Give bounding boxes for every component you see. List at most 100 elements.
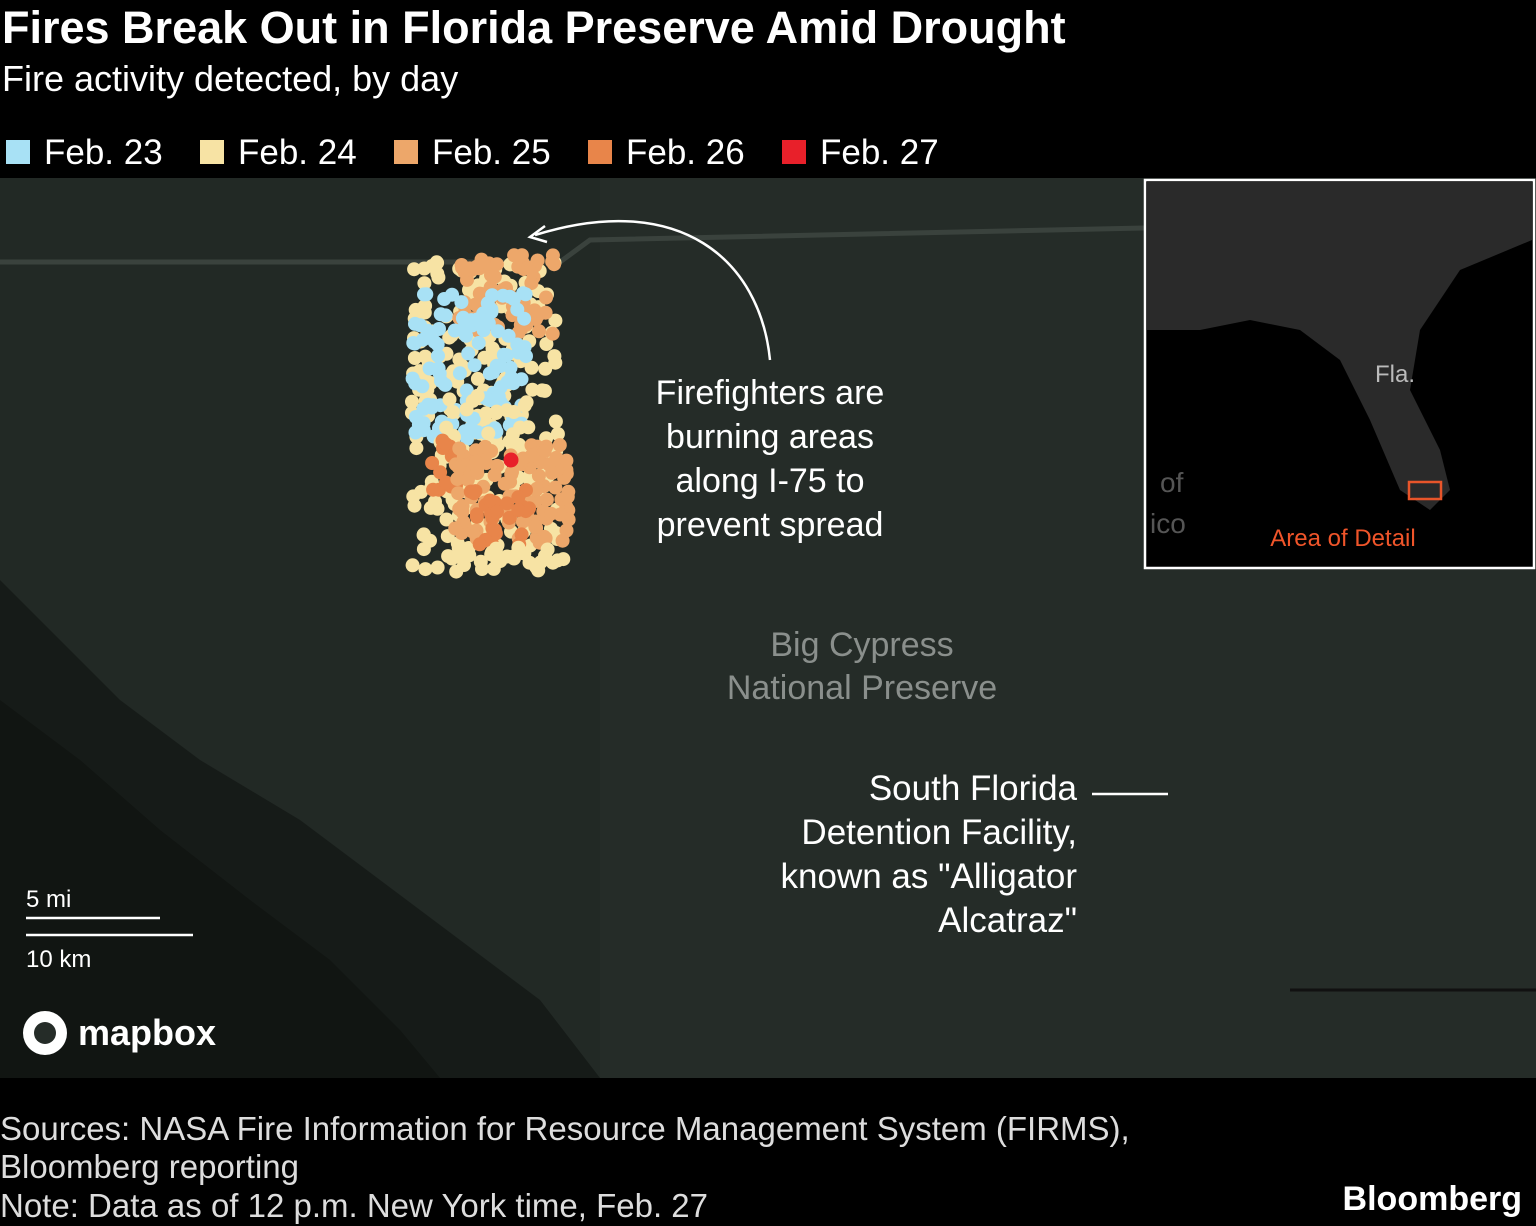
label-line: Alcatraz" [938,901,1077,940]
gulf-label: of [1160,467,1184,498]
label-line: Firefighters are [656,374,885,412]
fire-dot [501,328,516,343]
fire-dot [417,299,432,314]
inset-land [1147,182,1532,510]
fire-dot [442,392,457,407]
fire-dot [449,564,464,579]
fire-dot [425,456,440,470]
fire-dot [502,289,517,304]
state-label: Fla. [1375,361,1415,388]
fire-dot [405,394,419,409]
fire-dot [485,288,500,303]
label-line: Big Cypress [770,626,953,664]
fire-dot [439,512,454,527]
legend: Feb. 23 Feb. 24 Feb. 25 Feb. 26 Feb. 27 [6,133,939,172]
fire-dot [548,313,563,328]
fire-dot [481,426,496,441]
fire-dot [522,555,537,570]
fire-dot [499,348,514,363]
fire-dot [539,290,553,305]
fire-dot [406,336,421,350]
fire-dot [431,348,445,363]
fire-dot [464,262,479,277]
fire-dot [461,541,476,555]
label-line: South Florida [869,769,1078,808]
fire-dot [490,504,504,519]
fire-dot [547,349,562,364]
fire-dot [438,475,453,490]
fire-dot [470,371,485,386]
fire-dot [457,424,472,439]
fire-dot [548,480,563,495]
fire-dot [524,360,539,375]
fire-dot [467,486,481,501]
fire-dot [545,326,560,341]
fire-dot [530,481,544,496]
scale-km: 10 km [26,946,91,973]
fire-dot [514,452,529,467]
fire-dot [511,540,526,555]
source: Bloomberg reporting [0,1148,299,1185]
fire-dot [550,427,565,441]
fire-dot [425,259,440,273]
fire-dot [490,324,505,339]
legend-swatch [782,140,806,164]
fire-dot [514,372,529,387]
attribution: mapbox [78,1012,216,1053]
fire-dot [417,276,432,291]
fire-dot [482,493,497,508]
legend-label: Feb. 27 [820,133,939,172]
fire-dot [433,465,448,480]
fire-dot [491,389,506,404]
fire-dot [531,468,546,483]
fire-dot [488,523,502,537]
fire-dot [559,453,574,468]
fire-dot [409,441,424,456]
fire-dot [418,562,433,577]
fire-dot [537,444,552,459]
fire-dot [503,360,518,375]
mapbox-logo-inner [34,1022,56,1044]
fire-dot [417,287,431,302]
fire-dot [528,519,543,534]
fire-dot [455,504,470,519]
legend-label: Feb. 25 [432,133,551,172]
fire-dot [518,287,533,302]
fire-dot [468,455,483,470]
fire-dot [405,558,420,573]
fire-dot [478,439,493,454]
fire-dot [539,492,554,507]
fire-dot [407,262,422,277]
fire-dot [487,269,502,284]
fire-dot [433,307,448,322]
fire-dot [500,549,515,564]
detail-label: Area of Detail [1270,525,1415,552]
fire-dot [448,521,463,536]
fire-dot [407,498,422,513]
fire-dot [487,547,502,562]
fire-dot [487,468,502,483]
coast-water [0,700,440,1078]
fire-dot [539,337,554,351]
legend-swatch [200,140,224,164]
fire-dot [454,295,469,310]
fire-dot [430,501,445,516]
fire-dot [538,361,553,376]
detail-box [1407,480,1443,501]
fire-dot [451,460,466,475]
fire-dot [559,523,574,538]
fire-dot [430,560,445,575]
fire-dot [504,467,519,482]
legend-label: Feb. 26 [626,133,745,172]
fire-dot [467,358,482,373]
note: Note: Data as of 12 p.m. New York time, … [0,1187,708,1224]
fire-dot [532,324,546,339]
fire-dot [500,496,514,511]
place-label: Big Cypress National Preserve [727,626,997,707]
subtitle: Fire activity detected, by day [2,58,458,99]
legend-label: Feb. 23 [44,133,163,172]
legend-label: Feb. 24 [238,133,357,172]
fire-dot [450,472,465,486]
label-line: Detention Facility, [801,813,1077,852]
